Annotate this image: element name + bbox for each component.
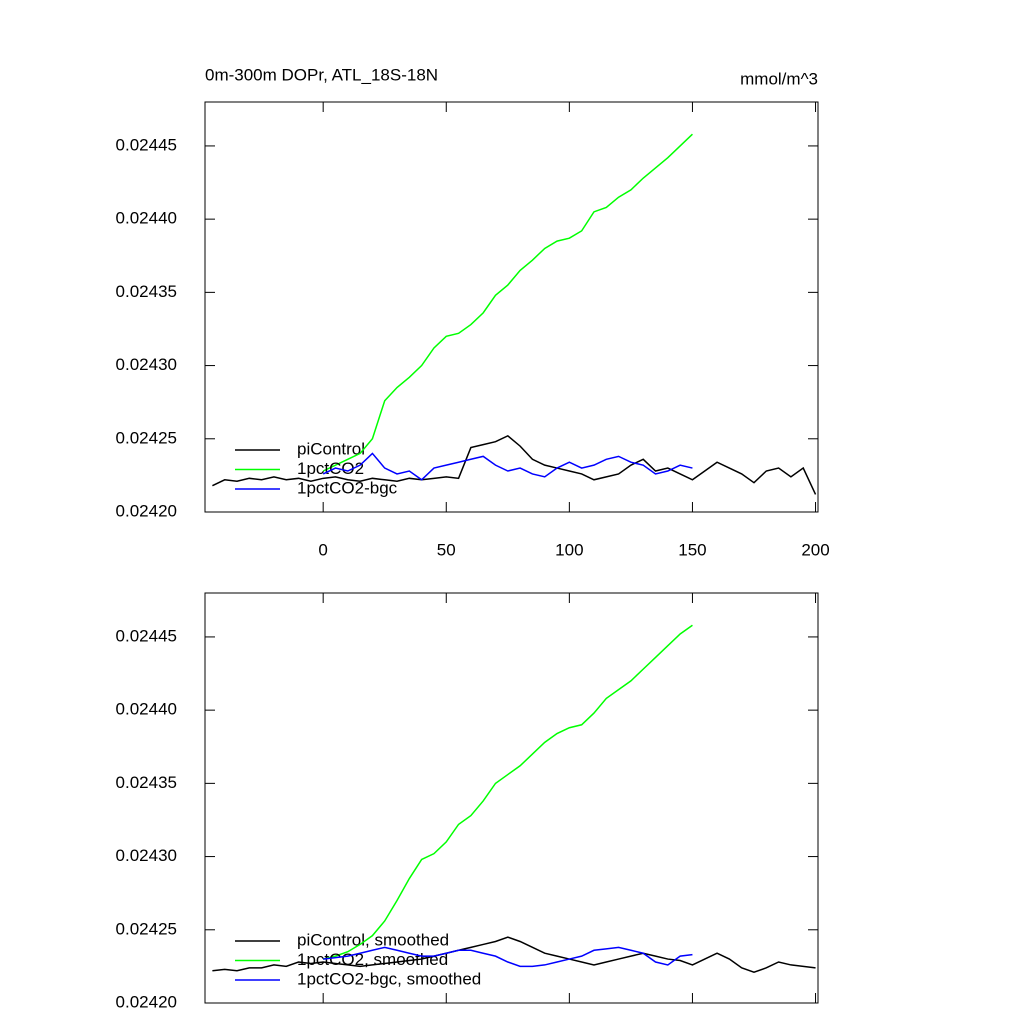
y-tick-label: 0.02440 — [116, 700, 177, 719]
x-tick-label: 0 — [318, 540, 327, 559]
legend-label: 1pctCO2, smoothed — [297, 950, 448, 969]
legend-label: piControl — [297, 439, 365, 458]
y-tick-label: 0.02445 — [116, 135, 177, 154]
legend-label: 1pctCO2 — [297, 459, 364, 478]
y-tick-label: 0.02440 — [116, 209, 177, 228]
y-tick-label: 0.02435 — [116, 282, 177, 301]
y-tick-label: 0.02425 — [116, 919, 177, 938]
y-tick-label: 0.02435 — [116, 773, 177, 792]
x-tick-label: 100 — [555, 540, 583, 559]
series-line — [212, 936, 816, 974]
y-tick-label: 0.02430 — [116, 355, 177, 374]
y-tick-label: 0.02445 — [116, 626, 177, 645]
series-line — [212, 434, 817, 495]
series-line — [322, 624, 693, 960]
y-tick-label: 0.02430 — [116, 846, 177, 865]
legend-label: 1pctCO2-bgc — [297, 478, 398, 497]
x-tick-label: 150 — [678, 540, 706, 559]
series-line — [322, 133, 693, 472]
legend-label: piControl, smoothed — [297, 930, 449, 949]
legend-label: 1pctCO2-bgc, smoothed — [297, 969, 481, 988]
x-tick-label: 50 — [437, 540, 456, 559]
chart-title: 0m-300m DOPr, ATL_18S-18N — [205, 65, 438, 84]
units-label: mmol/m^3 — [740, 69, 818, 88]
y-tick-label: 0.02420 — [116, 501, 177, 520]
series-line — [323, 946, 693, 968]
x-tick-label: 200 — [801, 540, 829, 559]
y-tick-label: 0.02425 — [116, 428, 177, 447]
y-tick-label: 0.02420 — [116, 992, 177, 1011]
plot-frame — [204, 101, 819, 513]
series-line — [322, 452, 693, 481]
plot-frame — [204, 592, 819, 1004]
